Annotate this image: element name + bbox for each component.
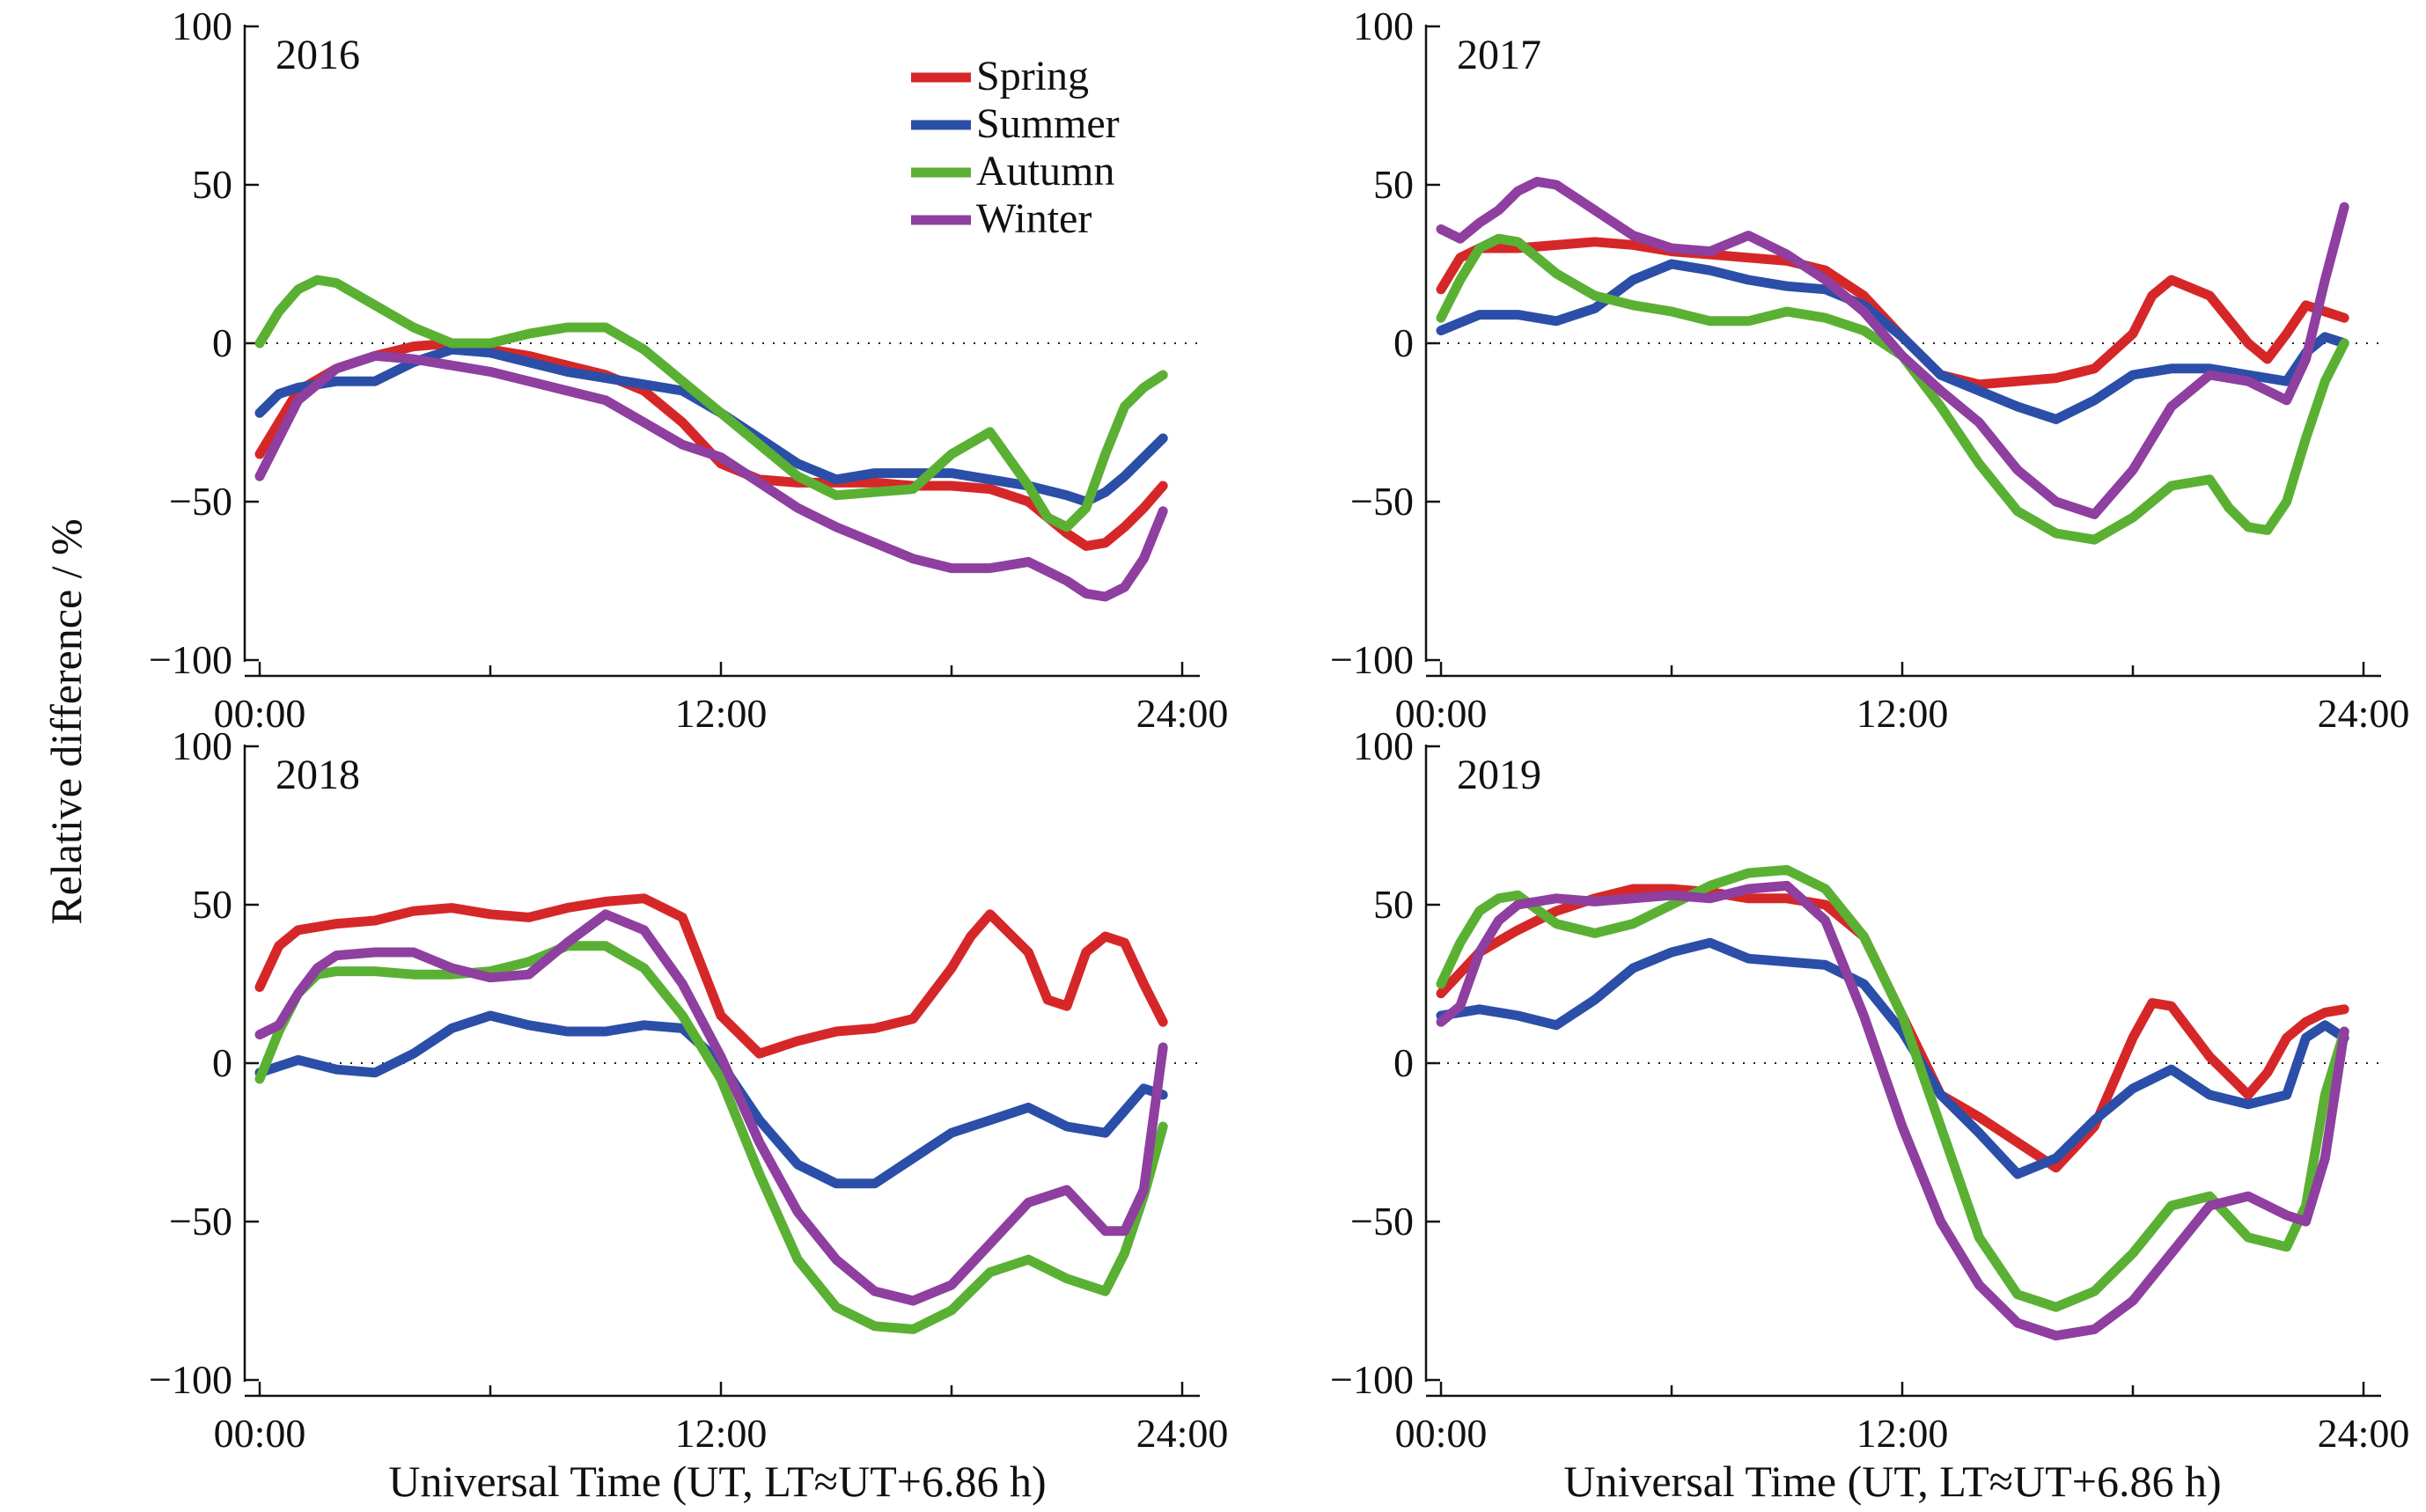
legend-label: Summer <box>976 100 1120 147</box>
panel-2016: −100 −50 0 50 100 00:00 12:00 24:00 2016 <box>149 4 1228 736</box>
y-tick-label: −100 <box>1330 637 1414 682</box>
panel-title: 2016 <box>276 32 360 78</box>
y-tick-label: 100 <box>172 4 232 48</box>
x-tick-label: 00:00 <box>1395 1411 1488 1456</box>
y-tick-label: 100 <box>172 723 232 768</box>
panel-2018: −100 −50 0 50 100 00:00 12:00 24:00 2018 <box>149 723 1228 1456</box>
series-line-spring <box>1436 884 2349 1173</box>
y-tick-label: −50 <box>1350 1199 1414 1244</box>
panel-title: 2019 <box>1457 752 1541 798</box>
y-tick-label: 0 <box>212 1040 232 1085</box>
legend-item-spring: Spring <box>911 53 1089 99</box>
y-tick-label: 100 <box>1353 723 1414 768</box>
x-tick-label: 24:00 <box>1136 1411 1229 1456</box>
legend-label: Spring <box>976 53 1089 99</box>
x-tick-label: 24:00 <box>2318 1411 2410 1456</box>
y-tick-label: −50 <box>169 479 232 524</box>
y-tick-label: 0 <box>212 320 232 365</box>
panel-title: 2017 <box>1457 32 1541 78</box>
y-tick-label: 0 <box>1393 1040 1414 1085</box>
y-tick-label: 50 <box>1373 882 1414 927</box>
x-tick-label: 12:00 <box>675 691 768 736</box>
y-tick-label: 0 <box>1393 320 1414 365</box>
y-tick-label: 100 <box>1353 4 1414 48</box>
x-tick-label: 24:00 <box>2318 691 2410 736</box>
series-line-autumn <box>1436 233 2349 545</box>
series-line-winter <box>1436 880 2349 1341</box>
y-tick-label: 50 <box>192 882 232 927</box>
x-tick-label: 00:00 <box>214 691 306 736</box>
x-tick-label: 12:00 <box>1856 691 1949 736</box>
y-tick-label: −100 <box>1330 1357 1414 1402</box>
x-tick-label: 24:00 <box>1136 691 1229 736</box>
panel-2019: −100 −50 0 50 100 00:00 12:00 24:00 2019 <box>1330 723 2409 1456</box>
series-line-winter <box>254 350 1168 602</box>
y-tick-label: 50 <box>1373 162 1414 207</box>
y-tick-label: −100 <box>149 1357 232 1402</box>
legend-item-winter: Winter <box>911 195 1092 242</box>
series-line-winter <box>254 909 1168 1306</box>
series-line-spring <box>254 893 1168 1059</box>
y-tick-label: 50 <box>192 162 232 207</box>
legend-item-summer: Summer <box>911 100 1120 147</box>
x-axis-title-left: Universal Time (UT, LT≈UT+6.86 h) <box>388 1457 1046 1506</box>
legend-label: Winter <box>976 195 1092 242</box>
y-axis-title: Relative difference / % <box>41 518 91 924</box>
y-tick-label: −50 <box>169 1199 232 1244</box>
series-line-winter <box>1436 176 2349 519</box>
panel-2017: −100 −50 0 50 100 00:00 12:00 24:00 2017 <box>1330 4 2409 736</box>
series-line-autumn <box>1436 864 2349 1312</box>
x-axis-title-right: Universal Time (UT, LT≈UT+6.86 h) <box>1563 1457 2221 1506</box>
legend-label: Autumn <box>976 148 1114 195</box>
series-line-autumn <box>254 941 1168 1334</box>
legend-item-autumn: Autumn <box>911 148 1114 195</box>
x-tick-label: 00:00 <box>214 1411 306 1456</box>
panel-title: 2018 <box>276 752 360 798</box>
series-line-summer <box>1436 259 2349 424</box>
x-tick-label: 12:00 <box>1856 1411 1949 1456</box>
x-tick-label: 00:00 <box>1395 691 1488 736</box>
y-tick-label: −50 <box>1350 479 1414 524</box>
series-line-autumn <box>254 275 1168 532</box>
y-tick-label: −100 <box>149 637 232 682</box>
x-tick-label: 12:00 <box>675 1411 768 1456</box>
